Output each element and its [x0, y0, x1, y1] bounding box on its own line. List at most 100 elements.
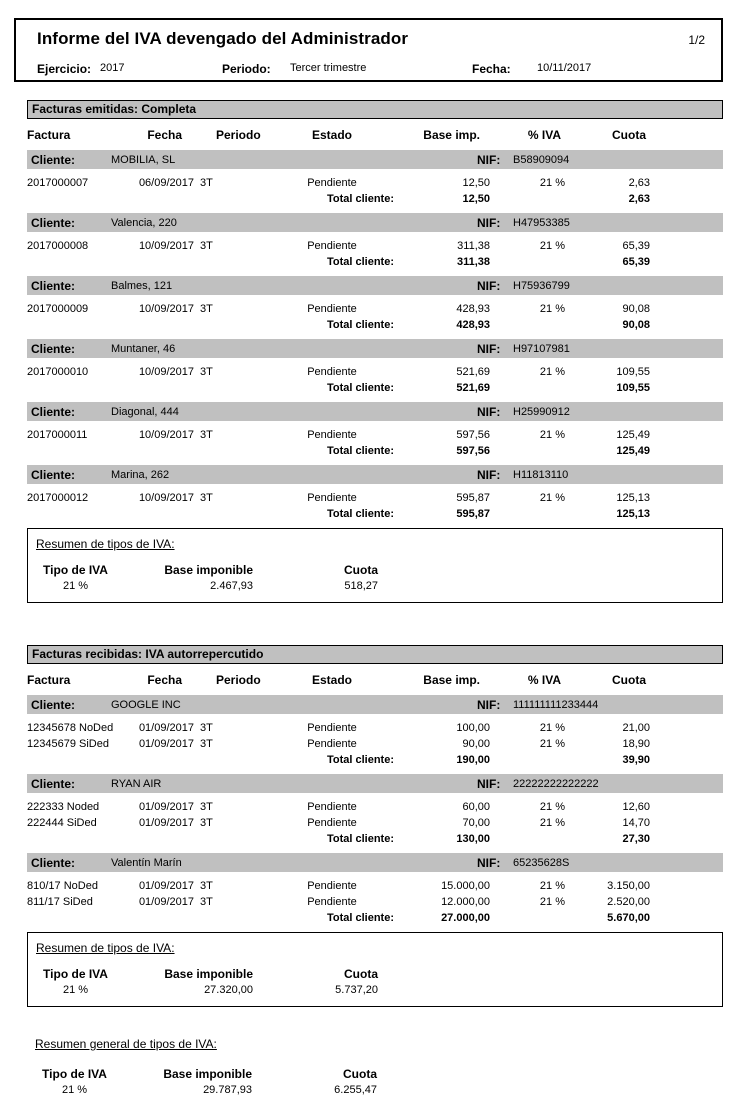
invoice-estado: Pendiente: [307, 722, 357, 734]
resumen-value-row: 21 % 2.467,93 518,27: [28, 580, 722, 592]
fecha-label: Fecha:: [472, 62, 511, 76]
client-group: Cliente: Balmes, 121 NIF: H75936799 20170000…: [27, 276, 723, 333]
invoice-factura: 12345678 NoDed: [27, 722, 114, 734]
base-imponible-header: Base imponible: [164, 563, 253, 577]
client-name: Muntaner, 46: [111, 342, 176, 355]
cuota-value: 518,27: [344, 580, 378, 592]
column-header: Periodo: [216, 673, 261, 687]
row-filler: [650, 720, 723, 736]
invoice-row: 2017000010 10/09/2017 3T Pendiente 521,69 21 …: [27, 364, 723, 380]
invoice-base: 70,00: [462, 817, 490, 829]
invoice-base: 595,87: [456, 492, 490, 504]
report-header-box: Informe del IVA devengado del Administra…: [14, 18, 723, 82]
column-header-row: Factura Fecha Periodo Estado Base imp. % IVA C…: [27, 125, 723, 145]
invoice-row: 2017000009 10/09/2017 3T Pendiente 428,93 21 …: [27, 301, 723, 317]
total-cliente-label: Total cliente:: [326, 382, 394, 394]
invoice-fecha: 01/09/2017: [138, 801, 194, 813]
column-header: Fecha: [147, 128, 182, 142]
page-number: 1/2: [688, 33, 705, 47]
invoice-estado: Pendiente: [307, 366, 357, 378]
cuota-header: Cuota: [344, 967, 378, 981]
client-group: Cliente: Valentín Marín NIF: 65235628S 810/1…: [27, 853, 723, 926]
resumen-box: Resumen de tipos de IVA: Tipo de IVA Base …: [27, 932, 723, 1007]
column-header: % IVA: [527, 128, 561, 142]
client-group: Cliente: RYAN AIR NIF: 22222222222222 222333…: [27, 774, 723, 847]
resumen-general-value-row: 21 % 29.787,93 6.255,47: [27, 1084, 723, 1096]
resumen-general-title: Resumen general de tipos de IVA:: [35, 1037, 217, 1051]
fecha-value: 10/11/2017: [537, 62, 592, 74]
invoice-section: Facturas recibidas: IVA autorrepercutido…: [27, 645, 723, 1007]
total-cuota-value: 2,63: [628, 193, 650, 205]
invoice-periodo: 3T: [200, 801, 213, 813]
report-meta: Ejercicio: 2017 Periodo: Tercer trimestr…: [16, 62, 721, 78]
column-header: Factura: [27, 128, 71, 142]
invoice-cuota: 90,08: [622, 303, 650, 315]
client-total-row: Total cliente: 428,93 90,08: [27, 317, 723, 333]
invoice-base: 15.000,00: [441, 880, 490, 892]
invoice-iva: 21 %: [539, 429, 565, 441]
invoice-base: 100,00: [456, 722, 490, 734]
invoice-factura: 2017000011: [27, 429, 88, 441]
nif-value: H97107981: [513, 342, 570, 355]
total-base-value: 521,69: [456, 382, 490, 394]
resumen-title: Resumen de tipos de IVA:: [36, 537, 175, 551]
total-cliente-label: Total cliente:: [326, 319, 394, 331]
cliente-label: Cliente:: [31, 467, 76, 482]
total-cuota-value: 65,39: [622, 256, 650, 268]
cliente-label: Cliente:: [31, 697, 76, 712]
total-cuota-value: 39,90: [622, 754, 650, 766]
column-header: Periodo: [216, 128, 261, 142]
total-cliente-label: Total cliente:: [326, 754, 394, 766]
column-header: Fecha: [147, 673, 182, 687]
cliente-label: Cliente:: [31, 855, 76, 870]
invoice-cuota: 125,49: [616, 429, 650, 441]
invoice-estado: Pendiente: [307, 738, 357, 750]
client-group: Cliente: Valencia, 220 NIF: H47953385 201700…: [27, 213, 723, 270]
invoice-factura: 12345679 SiDed: [27, 738, 109, 750]
column-header: % IVA: [527, 673, 561, 687]
invoice-estado: Pendiente: [307, 429, 357, 441]
invoice-fecha: 10/09/2017: [138, 366, 194, 378]
invoice-periodo: 3T: [200, 303, 213, 315]
invoice-factura: 222333 Noded: [27, 801, 100, 813]
total-cuota-value: 5.670,00: [607, 912, 650, 924]
total-base-value: 190,00: [456, 754, 490, 766]
invoice-factura: 222444 SiDed: [27, 817, 97, 829]
nif-label: NIF:: [477, 278, 501, 293]
invoice-estado: Pendiente: [307, 880, 357, 892]
column-header: Base imp.: [423, 128, 480, 142]
report-body: Facturas emitidas: Completa Factura Fecha P…: [27, 100, 723, 1096]
cliente-label: Cliente:: [31, 152, 76, 167]
invoice-cuota: 2.520,00: [607, 896, 650, 908]
invoice-row: 2017000012 10/09/2017 3T Pendiente 595,87 21 …: [27, 490, 723, 506]
tipo-de-iva-header: Tipo de IVA: [43, 967, 108, 981]
nif-value: H11813110: [513, 468, 569, 481]
client-name: Balmes, 121: [111, 279, 173, 292]
invoice-row: 2017000011 10/09/2017 3T Pendiente 597,56 21 …: [27, 427, 723, 443]
column-header: Cuota: [612, 128, 646, 142]
base-imponible-value: 27.320,00: [204, 984, 253, 996]
tipo-de-iva-value: 21 %: [62, 580, 89, 592]
client-bar: Cliente: Diagonal, 444 NIF: H25990912: [27, 402, 723, 421]
column-header: Factura: [27, 673, 71, 687]
invoice-fecha: 10/09/2017: [138, 240, 194, 252]
row-filler: [650, 238, 723, 254]
section-title-bar: Facturas recibidas: IVA autorrepercutido: [27, 645, 723, 664]
nif-value: 111111111233444: [513, 698, 599, 711]
total-cliente-label: Total cliente:: [326, 833, 394, 845]
invoice-iva: 21 %: [539, 738, 565, 750]
invoice-periodo: 3T: [200, 738, 213, 750]
page-title: Informe del IVA devengado del Administra…: [37, 29, 409, 48]
invoice-base: 12.000,00: [441, 896, 490, 908]
periodo-label: Periodo:: [222, 62, 271, 76]
cliente-label: Cliente:: [31, 404, 76, 419]
row-filler: [650, 815, 723, 831]
client-total-row: Total cliente: 311,38 65,39: [27, 254, 723, 270]
client-bar: Cliente: Marina, 262 NIF: H11813110: [27, 465, 723, 484]
client-total-row: Total cliente: 190,00 39,90: [27, 752, 723, 768]
nif-value: H47953385: [513, 216, 570, 229]
tipo-de-iva-value: 21 %: [61, 1084, 88, 1096]
total-cuota-value: 109,55: [616, 382, 650, 394]
total-base-value: 597,56: [456, 445, 490, 457]
column-header: Estado: [311, 673, 352, 687]
